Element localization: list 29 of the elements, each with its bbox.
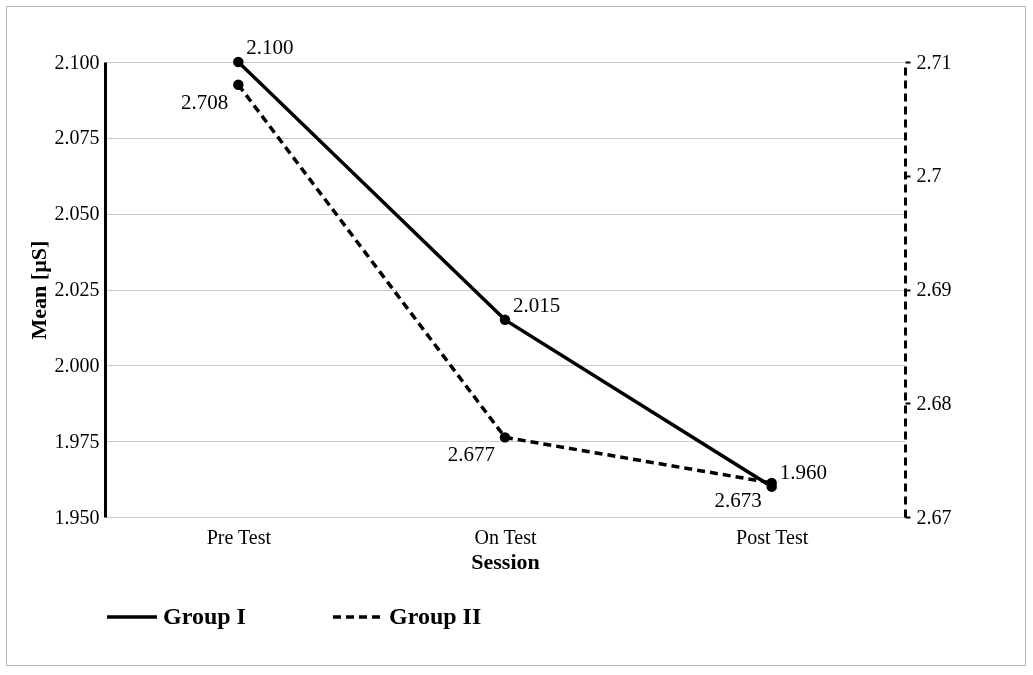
- y-tick-label: 1.975: [54, 429, 100, 452]
- y-tick-label: 2.000: [54, 353, 100, 376]
- x-tick-label: Pre Test: [206, 525, 272, 548]
- point: [233, 79, 244, 90]
- y-tick-label: 2.050: [54, 202, 100, 225]
- x-axis-title: Session: [471, 548, 540, 574]
- y-axis-title: Mean [µS]: [25, 240, 51, 340]
- y-tick-label: 2.100: [54, 50, 100, 73]
- legend-label: Group I: [163, 603, 246, 629]
- point: [499, 314, 511, 326]
- data-label: 2.677: [447, 442, 495, 467]
- x-tick-label: On Test: [474, 525, 537, 548]
- data-label: 2.708: [181, 89, 229, 114]
- data-label: 2.673: [714, 487, 762, 512]
- y2-tick-label: 2.69: [916, 278, 952, 300]
- data-label: 1.960: [779, 459, 827, 484]
- legend-label: Group II: [389, 603, 482, 629]
- point: [233, 56, 244, 68]
- x-tick-label: Post Test: [736, 525, 809, 548]
- y2-tick-label: 2.71: [916, 50, 952, 73]
- y-tick-label: 1.950: [54, 505, 100, 528]
- y-tick-label: 2.075: [54, 126, 100, 149]
- y2-tick-label: 2.67: [916, 505, 952, 528]
- y2-tick-label: 2.7: [916, 164, 942, 187]
- y-tick-label: 2.025: [54, 278, 100, 300]
- y2-tick-label: 2.68: [916, 391, 952, 414]
- point: [499, 432, 511, 443]
- data-label: 2.015: [513, 292, 561, 317]
- data-label: 2.100: [246, 35, 294, 59]
